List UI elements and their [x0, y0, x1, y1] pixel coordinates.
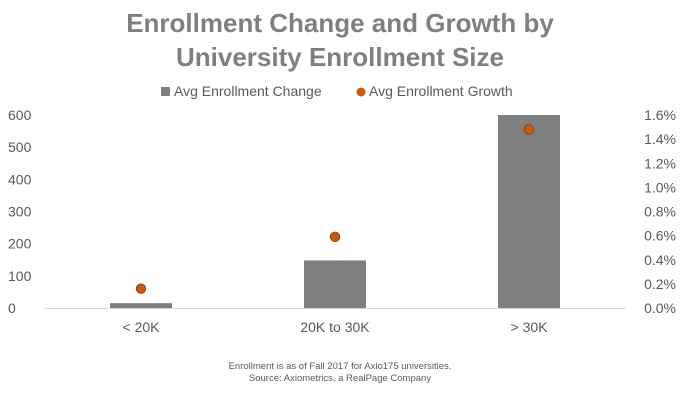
growth-point-2 [330, 232, 340, 242]
source-note: Source: Axiometrics, a RealPage Company [249, 373, 431, 384]
chart-title-line-1: Enrollment Change and Growth by [126, 8, 554, 38]
bar-3 [498, 115, 560, 308]
plot-area: 0 100 200 300 400 500 600 0.0% 0.2% 0.4% 0.6% 0.8% 1… [8, 107, 676, 335]
growth-point-1 [136, 284, 146, 294]
y-left-tick-label: 500 [8, 139, 32, 155]
y-right-tick-label: 0.6% [644, 228, 676, 244]
x-tick-label: 20K to 30K [300, 319, 370, 335]
y-right-tick-label: 1.2% [644, 155, 676, 171]
y-right-tick-label: 0.0% [644, 300, 676, 316]
footnote: Enrollment is as of Fall 2017 for Axio17… [229, 361, 452, 372]
y-left-tick-label: 200 [8, 236, 32, 252]
legend-marker-growth [357, 88, 366, 97]
y-left-tick-label: 100 [8, 268, 32, 284]
y-right-tick-label: 0.2% [644, 276, 676, 292]
y-left-tick-label: 0 [8, 300, 16, 316]
y-left-tick-label: 300 [8, 204, 32, 220]
legend: Avg Enrollment Change Avg Enrollment Gro… [161, 83, 513, 99]
y-right-tick-label: 1.6% [644, 107, 676, 123]
y-right-tick-label: 1.4% [644, 131, 676, 147]
y-right-tick-label: 0.8% [644, 204, 676, 220]
chart: Enrollment Change and Growth by Universi… [0, 0, 680, 406]
bar-2 [304, 260, 366, 308]
legend-marker-change [161, 87, 170, 96]
x-tick-label: > 30K [511, 319, 549, 335]
x-tick-label: < 20K [123, 319, 161, 335]
legend-label-growth: Avg Enrollment Growth [369, 83, 513, 99]
y-left-tick-label: 600 [8, 107, 32, 123]
chart-title-line-2: University Enrollment Size [176, 42, 504, 72]
y-right-tick-label: 1.0% [644, 179, 676, 195]
y-left-tick-label: 400 [8, 171, 32, 187]
y-right-tick-label: 0.4% [644, 252, 676, 268]
legend-label-change: Avg Enrollment Change [174, 83, 322, 99]
growth-point-3 [524, 125, 534, 135]
bar-1 [110, 303, 172, 308]
